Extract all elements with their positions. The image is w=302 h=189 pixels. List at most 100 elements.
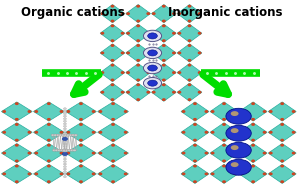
Circle shape bbox=[194, 145, 196, 146]
Polygon shape bbox=[177, 83, 202, 101]
Polygon shape bbox=[98, 143, 128, 163]
Circle shape bbox=[178, 72, 181, 73]
Circle shape bbox=[64, 134, 67, 136]
Circle shape bbox=[252, 165, 254, 167]
Circle shape bbox=[231, 111, 239, 116]
Circle shape bbox=[63, 123, 66, 125]
Circle shape bbox=[80, 181, 82, 182]
Circle shape bbox=[28, 132, 31, 133]
Circle shape bbox=[188, 40, 191, 41]
Circle shape bbox=[111, 40, 114, 41]
Circle shape bbox=[48, 124, 50, 125]
Circle shape bbox=[188, 25, 191, 27]
Circle shape bbox=[127, 91, 129, 93]
Polygon shape bbox=[34, 164, 64, 184]
Circle shape bbox=[57, 149, 61, 151]
Polygon shape bbox=[126, 83, 150, 101]
Circle shape bbox=[194, 139, 196, 141]
Circle shape bbox=[137, 99, 139, 100]
Circle shape bbox=[211, 152, 214, 154]
Polygon shape bbox=[268, 123, 296, 142]
Circle shape bbox=[121, 52, 124, 54]
Circle shape bbox=[194, 160, 196, 162]
Circle shape bbox=[35, 132, 37, 133]
Circle shape bbox=[211, 173, 214, 175]
Polygon shape bbox=[98, 123, 128, 142]
Circle shape bbox=[111, 79, 114, 81]
Polygon shape bbox=[268, 164, 296, 184]
Circle shape bbox=[240, 111, 243, 112]
Polygon shape bbox=[239, 143, 267, 163]
Circle shape bbox=[63, 173, 66, 175]
Circle shape bbox=[234, 132, 237, 133]
Circle shape bbox=[51, 134, 55, 136]
Circle shape bbox=[292, 111, 295, 112]
Circle shape bbox=[148, 80, 157, 86]
Circle shape bbox=[121, 13, 124, 14]
Polygon shape bbox=[152, 83, 176, 101]
Circle shape bbox=[252, 160, 254, 162]
Circle shape bbox=[60, 173, 63, 175]
Circle shape bbox=[48, 103, 50, 105]
Circle shape bbox=[48, 139, 50, 141]
Circle shape bbox=[80, 103, 82, 105]
Circle shape bbox=[194, 165, 196, 167]
Circle shape bbox=[3, 173, 5, 175]
Circle shape bbox=[63, 138, 66, 140]
Text: Inorganic cations: Inorganic cations bbox=[168, 6, 282, 19]
Circle shape bbox=[112, 181, 114, 182]
Circle shape bbox=[112, 145, 114, 146]
Circle shape bbox=[121, 33, 124, 34]
Circle shape bbox=[63, 110, 66, 112]
Circle shape bbox=[263, 152, 266, 154]
Circle shape bbox=[63, 113, 66, 115]
Circle shape bbox=[194, 124, 196, 125]
Polygon shape bbox=[177, 24, 202, 42]
Circle shape bbox=[127, 13, 129, 14]
Circle shape bbox=[67, 132, 69, 133]
Circle shape bbox=[71, 134, 75, 136]
Circle shape bbox=[162, 99, 165, 100]
Circle shape bbox=[16, 181, 18, 182]
Polygon shape bbox=[239, 164, 267, 184]
Circle shape bbox=[3, 132, 5, 133]
Polygon shape bbox=[126, 24, 150, 42]
Circle shape bbox=[147, 13, 149, 14]
Circle shape bbox=[48, 165, 50, 167]
Circle shape bbox=[137, 5, 139, 7]
Circle shape bbox=[112, 103, 114, 105]
Circle shape bbox=[28, 152, 31, 154]
Circle shape bbox=[153, 33, 155, 34]
Circle shape bbox=[111, 99, 114, 100]
Polygon shape bbox=[268, 143, 296, 163]
Circle shape bbox=[137, 45, 139, 46]
Circle shape bbox=[48, 145, 50, 146]
Circle shape bbox=[99, 173, 102, 175]
Circle shape bbox=[281, 124, 283, 125]
Circle shape bbox=[223, 160, 225, 162]
Circle shape bbox=[67, 152, 69, 154]
Circle shape bbox=[70, 149, 74, 151]
Polygon shape bbox=[34, 102, 64, 121]
Circle shape bbox=[127, 72, 129, 73]
Circle shape bbox=[153, 52, 155, 54]
Polygon shape bbox=[177, 44, 202, 62]
Circle shape bbox=[137, 25, 139, 27]
Circle shape bbox=[63, 171, 66, 173]
Circle shape bbox=[147, 91, 149, 93]
Circle shape bbox=[173, 72, 175, 73]
Circle shape bbox=[198, 33, 201, 34]
Circle shape bbox=[194, 181, 196, 182]
Circle shape bbox=[223, 119, 225, 120]
Circle shape bbox=[162, 45, 165, 46]
Circle shape bbox=[63, 120, 66, 122]
Circle shape bbox=[198, 52, 201, 54]
Circle shape bbox=[16, 165, 18, 167]
Circle shape bbox=[63, 163, 66, 165]
Circle shape bbox=[137, 60, 139, 61]
Circle shape bbox=[63, 168, 66, 170]
Circle shape bbox=[101, 91, 104, 93]
Circle shape bbox=[269, 173, 272, 175]
Circle shape bbox=[162, 20, 165, 22]
Circle shape bbox=[194, 119, 196, 120]
